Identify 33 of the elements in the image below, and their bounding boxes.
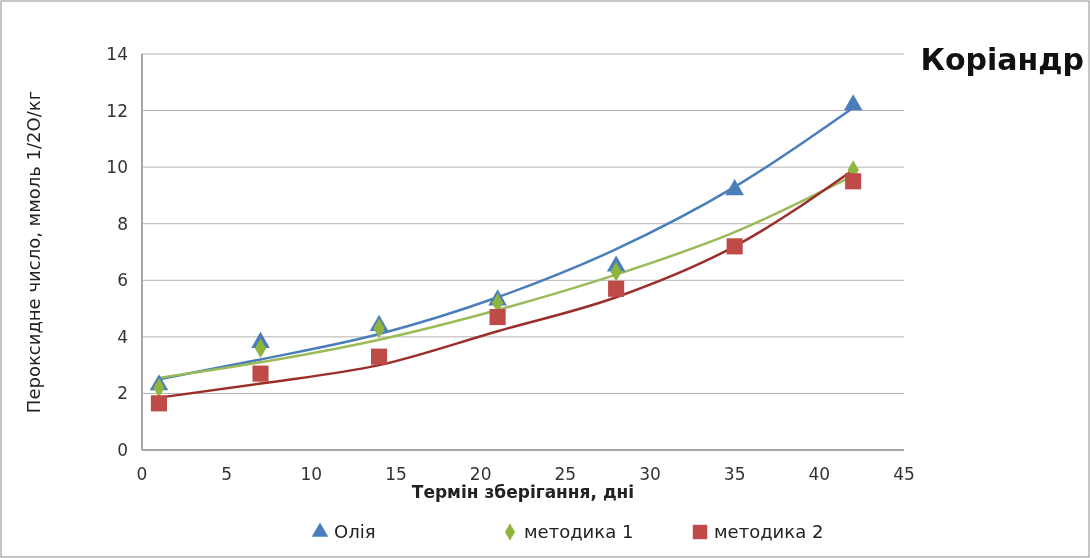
y-tick-label: 14 bbox=[106, 43, 128, 64]
y-tick-label: 0 bbox=[117, 439, 128, 460]
point bbox=[726, 238, 743, 255]
legend-label: методика 2 bbox=[714, 521, 824, 542]
x-axis-title: Термін зберігання, дні bbox=[411, 482, 635, 502]
y-tick-label: 12 bbox=[106, 100, 128, 121]
legend-label: методика 1 bbox=[524, 521, 634, 542]
x-tick-label: 40 bbox=[808, 464, 831, 484]
x-tick-label: 0 bbox=[136, 464, 148, 484]
point bbox=[252, 365, 269, 382]
x-tick-label: 35 bbox=[723, 464, 746, 484]
x-tick-label: 15 bbox=[385, 464, 407, 484]
x-tick-label: 25 bbox=[554, 464, 577, 484]
y-tick-label: 8 bbox=[117, 213, 128, 234]
y-tick-label: 6 bbox=[117, 270, 128, 291]
point bbox=[725, 179, 744, 196]
x-tick-label: 10 bbox=[300, 464, 323, 484]
y-tick-label: 2 bbox=[117, 383, 128, 404]
x-tick-label: 30 bbox=[639, 464, 661, 484]
y-axis-title: Пероксидне число, ммоль 1/2О/кг bbox=[23, 90, 44, 414]
point bbox=[845, 173, 862, 190]
point bbox=[843, 94, 863, 111]
x-tick-label: 45 bbox=[893, 464, 915, 484]
point bbox=[150, 395, 167, 412]
legend-label: Олія bbox=[334, 521, 376, 542]
point bbox=[608, 280, 625, 297]
point bbox=[371, 348, 388, 365]
text: Коріандр bbox=[920, 42, 1084, 77]
x-tick-label: 20 bbox=[469, 464, 492, 484]
y-tick-label: 10 bbox=[106, 157, 128, 178]
x-tick-label: 5 bbox=[221, 464, 233, 484]
y-tick-label: 4 bbox=[117, 326, 128, 347]
point bbox=[489, 309, 506, 326]
